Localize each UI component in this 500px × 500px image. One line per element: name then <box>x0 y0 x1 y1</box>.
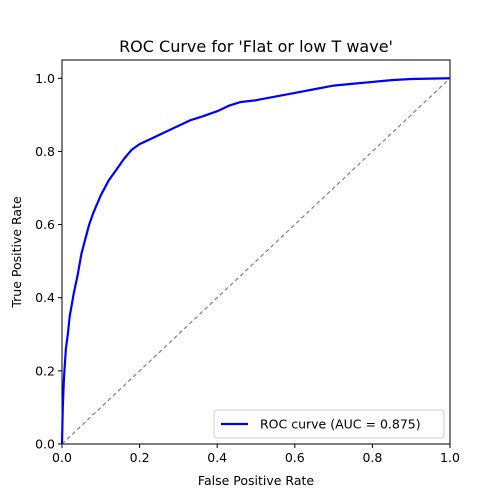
x-tick-label: 0.6 <box>285 450 305 465</box>
y-tick-label: 0.8 <box>35 144 55 159</box>
legend-box <box>213 409 445 439</box>
y-tick-label: 1.0 <box>35 71 55 86</box>
x-axis-label: False Positive Rate <box>198 473 314 488</box>
plot-area-frame <box>61 59 451 445</box>
y-tick-label: 0.2 <box>35 363 55 378</box>
chart-title: ROC Curve for 'Flat or low T wave' <box>119 37 393 56</box>
x-tick-label: 0.4 <box>207 450 227 465</box>
roc-curve-line <box>60 77 451 445</box>
x-tick-label: 1.0 <box>440 450 460 465</box>
chance-reference-line <box>61 77 451 445</box>
x-tick-label: 0.2 <box>130 450 150 465</box>
x-axis-ticks: 0.0 0.2 0.4 0.6 0.8 1.0 <box>52 444 460 465</box>
y-tick-label: 0.0 <box>35 437 55 452</box>
y-axis-ticks: 0.0 0.2 0.4 0.6 0.8 1.0 <box>35 71 62 452</box>
y-tick-label: 0.6 <box>35 217 55 232</box>
x-tick-label: 0.8 <box>362 450 382 465</box>
y-tick-label: 0.4 <box>35 290 55 305</box>
x-tick-label: 0.0 <box>52 450 72 465</box>
legend: ROC curve (AUC = 0.875) <box>213 409 445 439</box>
legend-label-roc: ROC curve (AUC = 0.875) <box>260 417 421 432</box>
y-axis-label: True Positive Rate <box>9 196 24 309</box>
